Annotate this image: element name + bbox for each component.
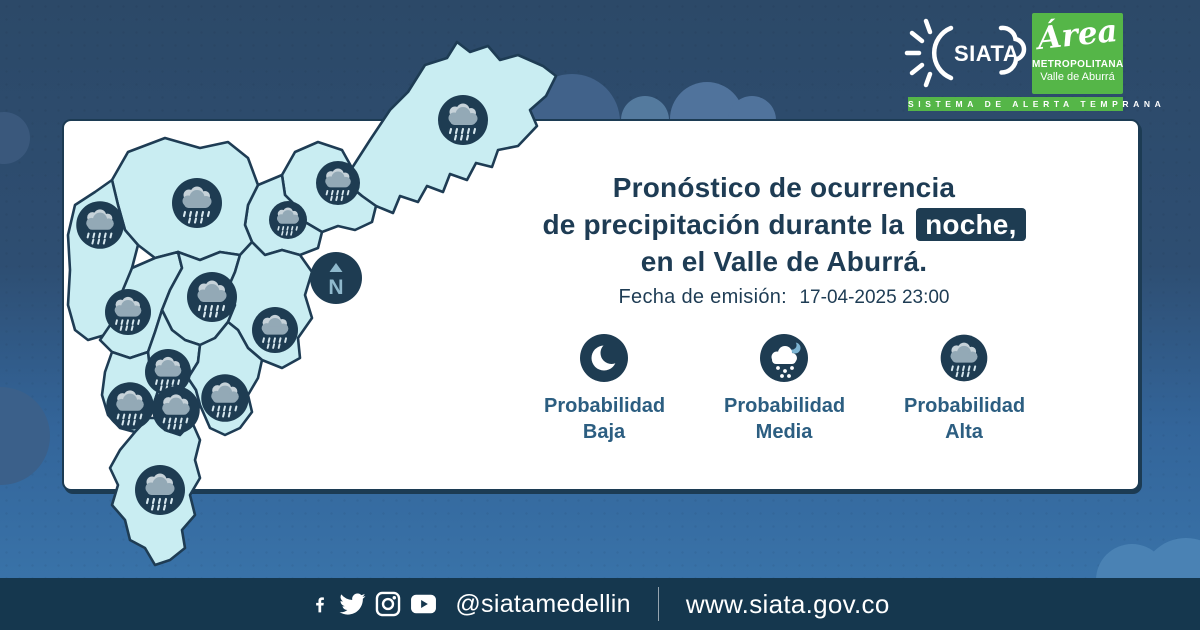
rain-icon <box>151 385 201 435</box>
social-icons <box>310 591 437 617</box>
rain-icon <box>200 373 250 423</box>
siata-logo: SIATA <box>904 18 1027 88</box>
rain-icon <box>185 270 239 324</box>
footer-bar: @siatamedellin www.siata.gov.co <box>0 578 1200 630</box>
legend-item-media: Probabilidad Media <box>724 333 846 445</box>
cloud-rain-icon <box>939 333 989 383</box>
rain-icon <box>133 463 187 517</box>
amva-line2: Valle de Aburrá <box>1040 71 1115 83</box>
rain-icon <box>268 200 308 240</box>
rain-icon <box>251 306 299 354</box>
social-handle: @siatamedellin <box>455 589 631 618</box>
title-line2: de precipitación durante la <box>542 209 905 240</box>
cloud-drizzle-moon-icon <box>760 334 808 382</box>
title-line1: Pronóstico de ocurrencia <box>612 172 956 203</box>
highlight-badge: noche, <box>916 208 1026 241</box>
page-title: Pronóstico de ocurrencia de precipitació… <box>454 169 1114 280</box>
rain-icon <box>315 160 361 206</box>
moon-icon <box>580 334 628 382</box>
aburra-valley-map: N <box>66 40 558 567</box>
rain-icon <box>104 288 152 336</box>
compass-north-icon: N <box>310 252 362 304</box>
decorative-cloud <box>0 387 50 485</box>
amva-line1: METROPOLITANA <box>1032 59 1123 70</box>
emission-date-label: Fecha de emisión: <box>618 286 788 308</box>
probability-legend: Probabilidad Baja Proba <box>454 333 1114 445</box>
emission-date-value: 17-04-2025 23:00 <box>799 287 950 308</box>
rain-icon <box>170 176 224 230</box>
rain-icon <box>75 200 125 250</box>
amva-logo: Área METROPOLITANA Valle de Aburrá <box>1032 13 1123 94</box>
legend-label: Probabilidad Baja <box>544 395 666 443</box>
legend-item-baja: Probabilidad Baja <box>544 333 666 445</box>
amva-script-text: Área <box>1035 13 1120 58</box>
rain-icon <box>436 93 490 147</box>
emission-date: Fecha de emisión: 17-04-2025 23:00 <box>454 286 1114 309</box>
sun-rays-icon <box>904 18 933 88</box>
instagram-icon <box>376 591 401 617</box>
footer-divider <box>657 587 659 621</box>
youtube-icon <box>411 594 437 614</box>
cloud-outline-icon <box>998 25 1027 75</box>
rain-icon <box>105 381 155 431</box>
title-line3: en el Valle de Aburrá. <box>640 246 928 277</box>
facebook-icon <box>316 597 325 613</box>
svg-text:SIATA: SIATA <box>954 41 1019 66</box>
website-url: www.siata.gov.co <box>685 588 890 619</box>
svg-text:N: N <box>328 276 343 299</box>
legend-label: Probabilidad Media <box>724 395 846 443</box>
legend-label: Probabilidad Alta <box>904 395 1026 443</box>
brand-logos: SIATA Área METROPOLITANA Valle de Aburrá… <box>903 12 1166 112</box>
legend-item-alta: Probabilidad Alta <box>904 333 1026 445</box>
sun-arc-icon <box>932 25 954 81</box>
siata-tagline: SISTEMA DE ALERTA TEMPRANA <box>908 97 1166 111</box>
decorative-cloud <box>0 112 30 164</box>
twitter-icon <box>339 593 366 615</box>
